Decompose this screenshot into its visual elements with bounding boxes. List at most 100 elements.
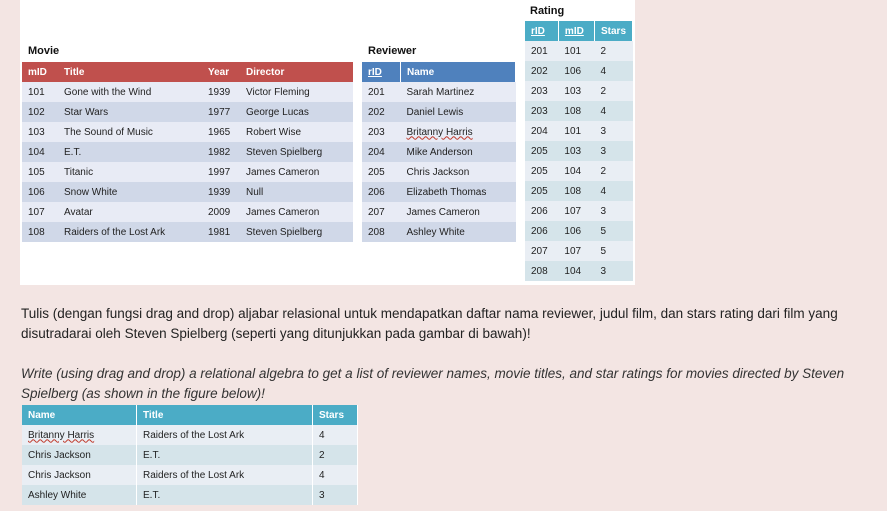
movie-cell: 107	[22, 202, 58, 222]
rating-row: 203 103 2	[525, 81, 633, 101]
rating-cell: 107	[558, 241, 595, 261]
movie-cell: 101	[22, 82, 58, 102]
movie-cell: Star Wars	[58, 102, 202, 122]
result-header-row: Name Title Stars	[22, 405, 358, 425]
rating-cell: 103	[558, 141, 595, 161]
movie-cell: Steven Spielberg	[240, 142, 353, 162]
reviewer-cell: 205	[362, 162, 401, 182]
movie-col-title: Title	[58, 62, 202, 82]
movie-cell: 2009	[202, 202, 240, 222]
reviewer-col-rid: rID	[362, 62, 401, 82]
result-cell: 2	[312, 445, 358, 465]
reviewer-cell: 203	[362, 122, 401, 142]
result-col-name: Name	[22, 405, 137, 425]
movie-table-title: Movie	[28, 45, 60, 57]
result-col-title: Title	[136, 405, 313, 425]
reviewer-cell: Elizabeth Thomas	[400, 182, 516, 202]
result-row: Britanny Harris Raiders of the Lost Ark 4	[22, 425, 358, 445]
rating-cell: 2	[594, 41, 633, 61]
rating-table-title: Rating	[530, 5, 565, 17]
reviewer-row: 202 Daniel Lewis	[362, 102, 516, 122]
result-cell: 3	[312, 485, 358, 505]
rating-cell: 208	[525, 261, 559, 281]
rating-cell: 4	[594, 61, 633, 81]
reviewer-cell: 207	[362, 202, 401, 222]
movie-cell: James Cameron	[240, 162, 353, 182]
result-cell: 4	[312, 425, 358, 445]
movie-table: mID Title Year Director 101 Gone with the…	[22, 62, 353, 242]
rating-row: 205 108 4	[525, 181, 633, 201]
result-cell: E.T.	[136, 485, 313, 505]
rating-cell: 3	[594, 121, 633, 141]
rating-col-mid: mID	[558, 21, 595, 41]
result-col-stars: Stars	[312, 405, 358, 425]
movie-cell: 1981	[202, 222, 240, 242]
reviewer-cell: Britanny Harris	[400, 122, 516, 142]
reviewer-cell: 202	[362, 102, 401, 122]
rating-cell: 107	[558, 201, 595, 221]
reviewer-row: 201 Sarah Martinez	[362, 82, 516, 102]
rating-col-rid: rID	[525, 21, 559, 41]
rating-cell: 207	[525, 241, 559, 261]
rating-cell: 205	[525, 181, 559, 201]
rating-cell: 206	[525, 201, 559, 221]
result-cell: 4	[312, 465, 358, 485]
movie-row: 105 Titanic 1997 James Cameron	[22, 162, 353, 182]
result-cell: Chris Jackson	[22, 465, 137, 485]
reviewer-cell: 206	[362, 182, 401, 202]
reviewer-row: 204 Mike Anderson	[362, 142, 516, 162]
reviewer-col-name: Name	[400, 62, 516, 82]
rating-cell: 106	[558, 61, 595, 81]
rating-cell: 4	[594, 181, 633, 201]
rating-row: 205 103 3	[525, 141, 633, 161]
reviewer-cell: 201	[362, 82, 401, 102]
movie-cell: George Lucas	[240, 102, 353, 122]
rating-cell: 104	[558, 261, 595, 281]
movie-cell: The Sound of Music	[58, 122, 202, 142]
movie-cell: 103	[22, 122, 58, 142]
rating-cell: 101	[558, 121, 595, 141]
reviewer-cell: 208	[362, 222, 401, 242]
movie-row: 107 Avatar 2009 James Cameron	[22, 202, 353, 222]
result-cell: Raiders of the Lost Ark	[136, 425, 313, 445]
rating-cell: 201	[525, 41, 559, 61]
instruction-english: Write (using drag and drop) a relational…	[21, 366, 845, 401]
rating-cell: 5	[594, 221, 633, 241]
rating-cell: 3	[594, 261, 633, 281]
rating-cell: 4	[594, 101, 633, 121]
rating-row: 202 106 4	[525, 61, 633, 81]
result-row: Chris Jackson Raiders of the Lost Ark 4	[22, 465, 358, 485]
movie-col-mid: mID	[22, 62, 58, 82]
rating-cell: 3	[594, 201, 633, 221]
rating-cell: 5	[594, 241, 633, 261]
result-cell: Ashley White	[22, 485, 137, 505]
reviewer-cell: Daniel Lewis	[400, 102, 516, 122]
movie-row: 104 E.T. 1982 Steven Spielberg	[22, 142, 353, 162]
rating-cell: 101	[558, 41, 595, 61]
reviewer-cell: Mike Anderson	[400, 142, 516, 162]
rating-cell: 202	[525, 61, 559, 81]
reviewer-cell: Sarah Martinez	[400, 82, 516, 102]
result-cell: E.T.	[136, 445, 313, 465]
movie-cell: 1997	[202, 162, 240, 182]
rating-row: 201 101 2	[525, 41, 633, 61]
reviewer-row: 207 James Cameron	[362, 202, 516, 222]
rating-row: 208 104 3	[525, 261, 633, 281]
rating-row: 206 106 5	[525, 221, 633, 241]
movie-header-row: mID Title Year Director	[22, 62, 353, 82]
rating-row: 207 107 5	[525, 241, 633, 261]
rating-cell: 206	[525, 221, 559, 241]
movie-cell: Victor Fleming	[240, 82, 353, 102]
reviewer-cell: James Cameron	[400, 202, 516, 222]
movie-cell: 102	[22, 102, 58, 122]
rating-cell: 204	[525, 121, 559, 141]
rating-table: rID mID Stars 201 101 2 202 106 4 203 103 2 203 10…	[525, 21, 634, 281]
reviewer-row: 206 Elizabeth Thomas	[362, 182, 516, 202]
movie-row: 102 Star Wars 1977 George Lucas	[22, 102, 353, 122]
movie-cell: 1977	[202, 102, 240, 122]
movie-row: 106 Snow White 1939 Null	[22, 182, 353, 202]
movie-cell: Robert Wise	[240, 122, 353, 142]
movie-cell: E.T.	[58, 142, 202, 162]
rating-cell: 203	[525, 81, 559, 101]
rating-cell: 104	[558, 161, 595, 181]
